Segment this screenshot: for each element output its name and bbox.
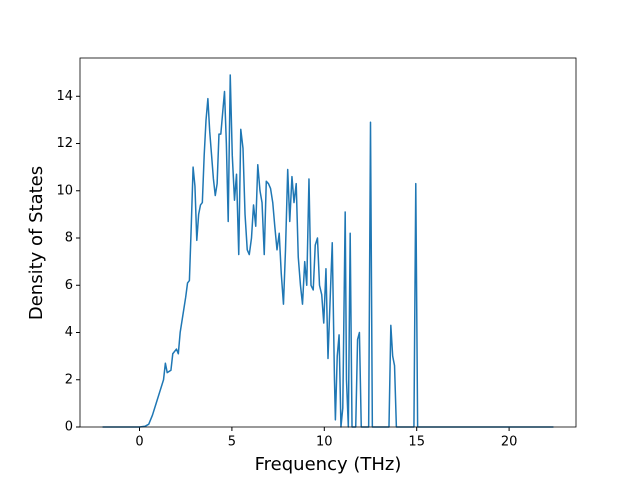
y-axis-label: Density of States — [26, 166, 47, 320]
y-tick-label: 8 — [65, 231, 73, 246]
x-axis-label: Frequency (THz) — [255, 454, 402, 475]
x-tick-label: 15 — [408, 435, 425, 450]
y-tick-label: 4 — [65, 325, 73, 340]
x-tick-label: 20 — [501, 435, 518, 450]
y-tick-label: 2 — [65, 372, 73, 387]
y-tick-label: 14 — [56, 89, 73, 104]
y-tick-label: 6 — [65, 278, 73, 293]
plot-frame — [79, 57, 577, 428]
y-tick-label: 12 — [56, 136, 73, 151]
x-tick-label: 10 — [316, 435, 333, 450]
y-tick-label: 10 — [56, 183, 73, 198]
line — [102, 74, 554, 428]
x-tick-label: 5 — [228, 435, 236, 450]
x-tick-label: 0 — [135, 435, 143, 450]
y-tick-label: 0 — [65, 420, 73, 435]
